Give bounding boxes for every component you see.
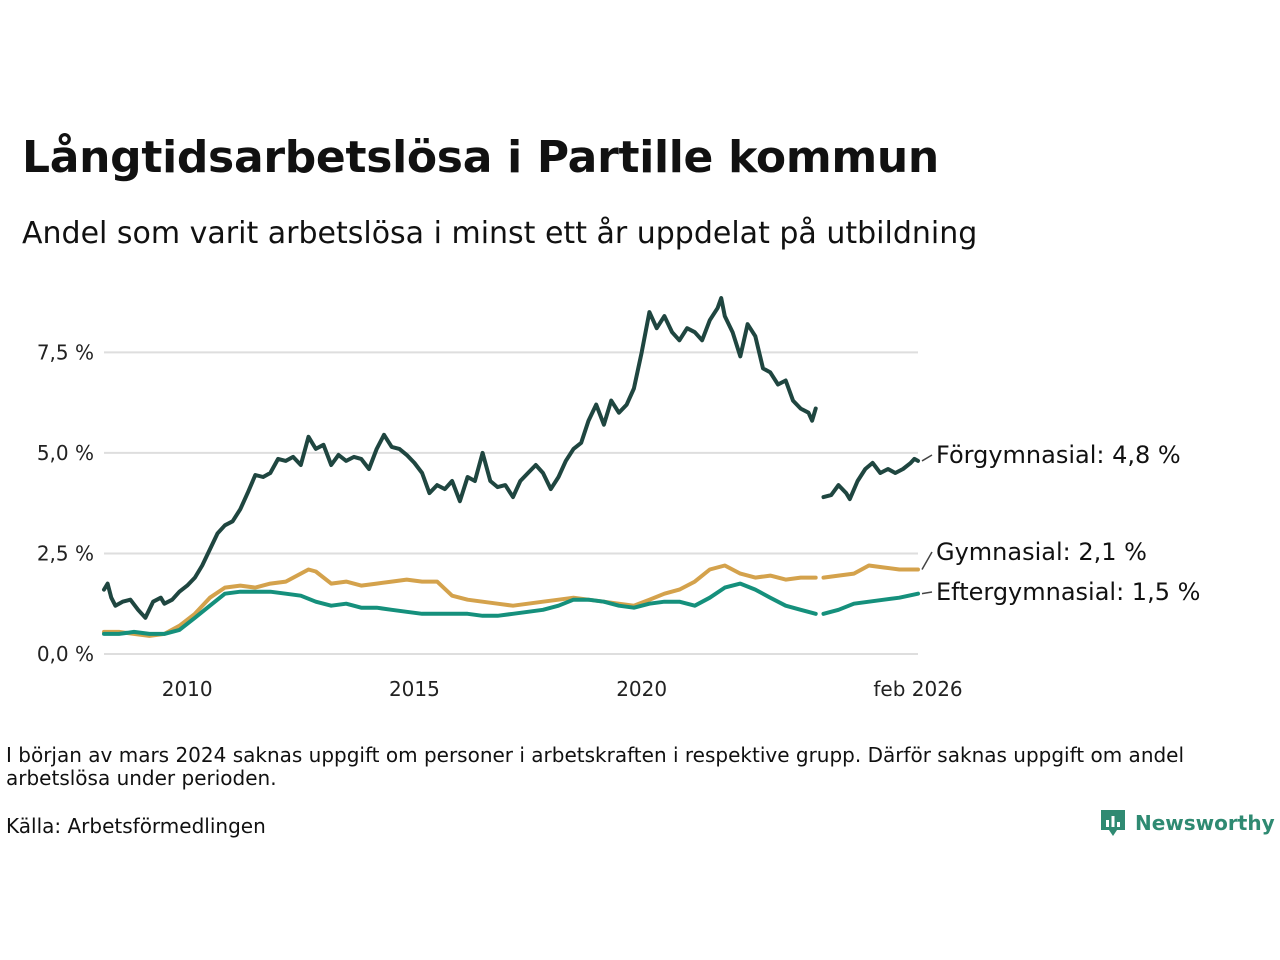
x-tick-label: 2015: [389, 677, 440, 701]
label-leader-line: [921, 551, 933, 570]
source-text: Källa: Arbetsförmedlingen: [6, 814, 266, 838]
series-label-eftergymnasial: Eftergymnasial: 1,5 %: [936, 578, 1200, 606]
x-tick-label: 2020: [616, 677, 667, 701]
chart-subtitle: Andel som varit arbetslösa i minst ett å…: [22, 216, 978, 251]
series-lines: [102, 296, 920, 638]
footnote: I början av mars 2024 saknas uppgift om …: [6, 743, 1185, 790]
label-leader-line: [921, 454, 933, 462]
y-tick-label: 5,0 %: [37, 441, 94, 465]
x-axis-ticks: 2010 2015 2020 feb 2026: [162, 677, 963, 701]
label-leader-line: [921, 591, 933, 595]
series-label-gymnasial: Gymnasial: 2,1 %: [936, 538, 1147, 566]
y-tick-label: 0,0 %: [37, 642, 94, 666]
series-label-forgymnasial: Förgymnasial: 4,8 %: [936, 441, 1181, 469]
chart-title: Långtidsarbetslösa i Partille kommun: [22, 132, 939, 183]
newsworthy-logo[interactable]: Newsworthy: [1099, 808, 1275, 838]
y-axis-ticks: 0,0 % 2,5 % 5,0 % 7,5 %: [37, 340, 94, 666]
newsworthy-icon: [1101, 810, 1125, 836]
series-line-forgymnasial: [102, 296, 920, 620]
y-tick-label: 2,5 %: [37, 541, 94, 565]
x-tick-label: feb 2026: [873, 677, 962, 701]
y-tick-label: 7,5 %: [37, 340, 94, 364]
grid-lines: [104, 351, 918, 655]
x-tick-label: 2010: [162, 677, 213, 701]
series-end-labels: Förgymnasial: 4,8 % Gymnasial: 2,1 % Efter…: [921, 441, 1200, 606]
series-line-gymnasial: [102, 563, 920, 638]
line-chart: 0,0 % 2,5 % 5,0 % 7,5 % 2010 2015 2020 feb 202…: [37, 296, 1200, 701]
brand-name: Newsworthy: [1135, 811, 1275, 835]
series-line-eftergymnasial: [102, 581, 920, 636]
